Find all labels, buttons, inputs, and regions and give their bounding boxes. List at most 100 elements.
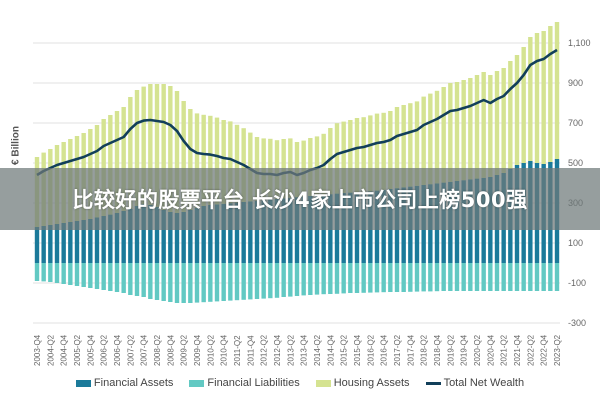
bar-financial-liabilities [108,263,113,291]
bar-financial-liabilities [461,263,466,291]
x-tick-label: 2006-Q4 [113,334,122,366]
bar-financial-liabilities [401,263,406,292]
bar-housing-assets [394,107,400,189]
bar-financial-liabilities [81,263,86,287]
bar-financial-liabilities [514,263,520,291]
bar-financial-assets [41,226,46,263]
bar-financial-liabilities [34,263,40,281]
bar-housing-assets [554,22,560,159]
x-tick-label: 2013-Q2 [286,334,295,366]
bar-financial-liabilities [114,263,120,292]
bar-housing-assets [428,93,433,185]
x-tick-label: 2009-Q2 [180,334,189,366]
bar-housing-assets [108,115,113,215]
x-tick-label: 2020-Q2 [473,334,482,366]
y-axis-label: € Billion [10,126,22,165]
bar-financial-assets [61,223,66,263]
y-tick-label: 500 [568,158,583,168]
bar-financial-liabilities [134,263,140,296]
bar-financial-liabilities [428,263,433,292]
bar-financial-assets [134,206,140,263]
bar-financial-liabilities [301,263,306,296]
bar-housing-assets [448,83,453,182]
bar-financial-liabilities [221,263,226,301]
bar-financial-liabilities [234,263,240,301]
bar-financial-liabilities [381,263,386,293]
x-tick-label: 2010-Q2 [206,334,215,366]
x-tick-label: 2015-Q2 [340,334,349,366]
legend-item-financial-assets: Financial Assets [75,377,174,389]
x-tick-label: 2011-Q2 [233,335,242,366]
bar-housing-assets [328,128,333,195]
bar-financial-liabilities [448,263,453,291]
bar-financial-liabilities [394,263,400,292]
bar-financial-assets [214,204,220,263]
legend-item-total-net-wealth: Total Net Wealth [425,377,524,389]
bar-financial-assets [74,221,80,263]
bar-housing-assets [541,31,546,164]
bar-financial-liabilities [281,263,286,297]
bar-financial-assets [108,214,113,263]
bar-financial-liabilities [201,263,206,303]
bar-financial-liabilities [194,263,200,303]
bar-financial-assets [201,206,206,263]
bar-housing-assets [508,61,513,169]
bar-financial-liabilities [554,263,560,291]
y-tick-label: 900 [568,78,583,88]
bar-housing-assets [161,84,166,210]
bar-financial-assets [68,222,73,263]
bar-financial-assets [94,217,100,263]
bar-housing-assets [128,97,133,209]
bar-financial-liabilities [94,263,100,289]
bar-housing-assets [354,118,360,193]
bar-housing-assets [454,82,460,181]
bar-financial-liabilities [508,263,513,291]
bar-financial-liabilities [161,263,166,301]
x-tick-label: 2022-Q4 [540,334,549,366]
bar-housing-assets [148,84,153,205]
bar-financial-liabilities [414,263,420,292]
legend-item-financial-liabilities: Financial Liabilities [189,377,300,389]
bar-housing-assets [434,90,440,184]
bar-financial-liabilities [494,263,500,291]
legend-label: Financial Assets [93,377,174,389]
y-tick-label: -100 [568,278,586,288]
bar-financial-liabilities [374,263,380,293]
bar-financial-assets [88,219,93,263]
bar-financial-assets [128,209,133,263]
bar-financial-assets [248,201,253,263]
bar-financial-assets [281,198,286,263]
bar-financial-liabilities [361,263,366,293]
bar-housing-assets [114,111,120,213]
bar-financial-liabilities [214,263,220,302]
bar-financial-liabilities [68,263,73,285]
x-tick-label: 2017-Q4 [406,334,415,366]
bar-financial-assets [288,197,293,263]
bar-housing-assets [228,121,233,204]
bar-housing-assets [121,107,126,211]
bar-housing-assets [494,71,500,175]
bar-housing-assets [461,80,466,181]
bar-financial-liabilities [308,263,313,295]
bar-financial-liabilities [128,263,133,295]
bar-financial-assets [241,202,246,263]
bar-financial-liabilities [54,263,60,283]
bar-financial-liabilities [434,263,440,292]
x-tick-label: 2013-Q4 [300,334,309,366]
x-tick-label: 2020-Q4 [486,334,495,366]
bar-financial-liabilities [321,263,326,295]
bar-financial-liabilities [334,263,340,294]
bar-financial-liabilities [101,263,106,290]
x-tick-label: 2014-Q2 [313,334,322,366]
bar-financial-liabilities [294,263,300,296]
bar-financial-liabilities [174,263,180,303]
bar-financial-liabilities [48,263,53,282]
bar-financial-assets [221,203,226,263]
bar-housing-assets [214,117,220,205]
bar-financial-liabilities [241,263,246,300]
bar-financial-liabilities [348,263,353,293]
bar-financial-liabilities [421,263,426,292]
bar-housing-assets [101,119,106,216]
bar-financial-liabilities [228,263,233,301]
overlay-banner: 比较好的股票平台 长沙4家上市公司上榜500强 [0,168,600,230]
